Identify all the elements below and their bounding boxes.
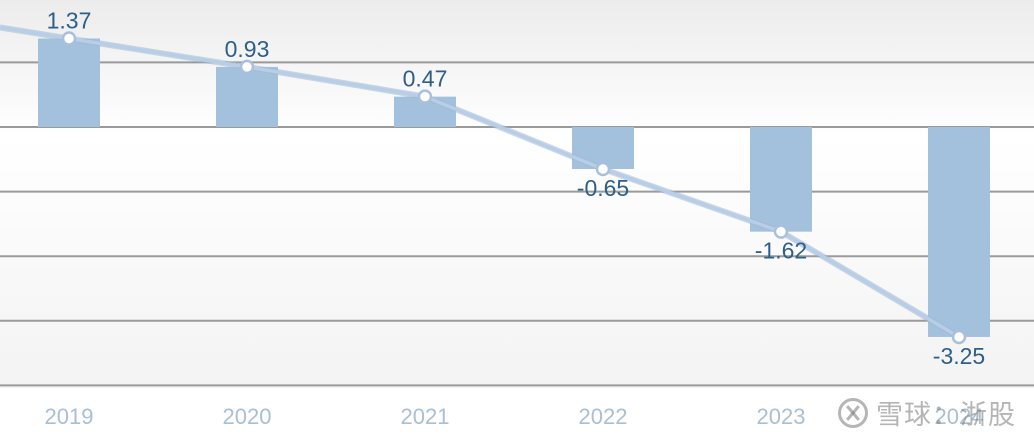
plot-background (0, 0, 1034, 388)
x-tick-label: 2019 (45, 404, 94, 429)
x-tick-label: 2022 (579, 404, 628, 429)
x-tick-label: 2020 (223, 404, 272, 429)
trend-line (0, 24, 967, 345)
watermark: 雪球：浙股 (838, 393, 1016, 432)
gridlines (0, 61, 1034, 387)
bar (38, 38, 100, 127)
x-tick-label: 2021 (401, 404, 450, 429)
data-label: -3.25 (933, 343, 985, 369)
value-labels: 1.37 0.93 0.47 -0.65 -1.62 -3.25 (47, 7, 986, 368)
trend-point (595, 161, 611, 177)
bar (750, 127, 812, 232)
watermark-text: 雪球：浙股 (876, 400, 1016, 431)
xueqiu-logo-icon (838, 397, 868, 428)
x-axis-ticks: 2019 2020 2021 2022 2023 2024 (45, 404, 984, 429)
trend-point (773, 224, 789, 239)
data-label: -1.62 (755, 238, 807, 264)
bars (38, 38, 990, 337)
x-tick-label: 2024 (935, 404, 984, 429)
trend-point (951, 329, 967, 345)
data-label: 1.37 (47, 7, 92, 33)
bar (928, 127, 990, 337)
data-label: 0.47 (403, 66, 448, 92)
trend-point (417, 89, 433, 104)
trend-point (61, 31, 77, 46)
data-label: 0.93 (225, 36, 270, 62)
trend-point (239, 59, 255, 75)
data-label: -0.65 (577, 175, 629, 201)
x-tick-label: 2023 (757, 404, 806, 429)
bar (216, 66, 278, 127)
